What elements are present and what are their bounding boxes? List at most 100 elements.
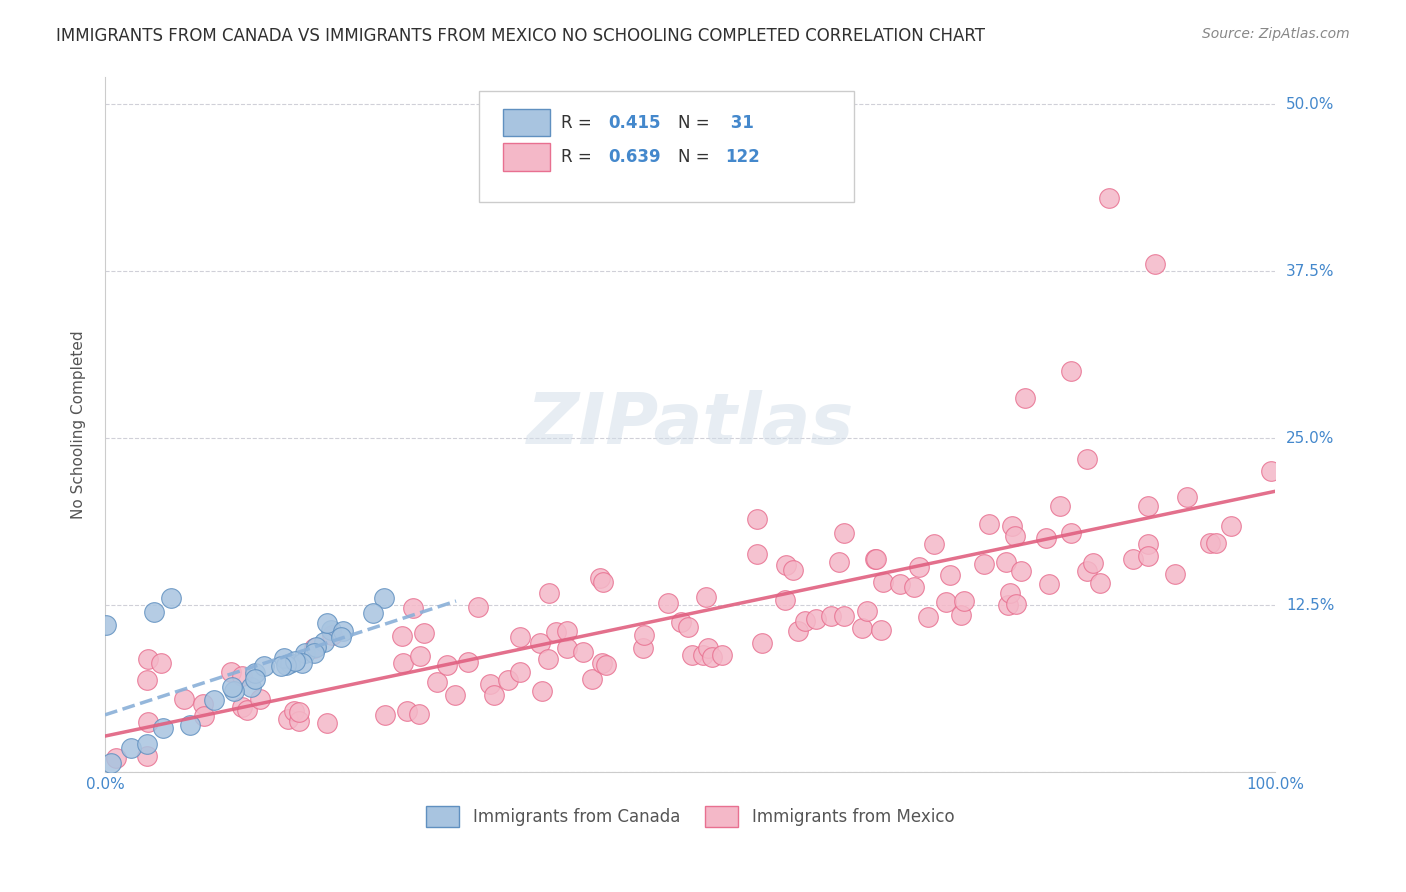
Point <box>136 748 159 763</box>
Point <box>408 707 430 722</box>
Point <box>581 672 603 686</box>
Text: 37.5%: 37.5% <box>1286 264 1334 278</box>
Point <box>143 605 166 619</box>
FancyBboxPatch shape <box>503 109 550 136</box>
Point <box>202 692 225 706</box>
Point <box>120 741 142 756</box>
Point <box>633 628 655 642</box>
Point <box>402 601 425 615</box>
Point <box>1144 257 1167 271</box>
Point <box>681 648 703 663</box>
Point <box>332 624 354 639</box>
Point <box>1038 576 1060 591</box>
Point <box>457 655 479 669</box>
Point <box>294 646 316 660</box>
Point <box>302 646 325 660</box>
Point <box>316 615 339 630</box>
Point <box>1076 451 1098 466</box>
Text: R =: R = <box>561 113 598 132</box>
Point <box>820 609 842 624</box>
Point <box>231 669 253 683</box>
Point <box>863 551 886 566</box>
Point <box>374 708 396 723</box>
Point <box>150 656 173 670</box>
Point <box>236 703 259 717</box>
Point <box>231 700 253 714</box>
Point <box>1083 556 1105 570</box>
Text: 50.0%: 50.0% <box>1286 96 1334 112</box>
Point <box>291 656 314 670</box>
Point <box>316 716 339 731</box>
Point <box>1136 537 1159 551</box>
Text: N =: N = <box>678 148 716 166</box>
Point <box>531 684 554 698</box>
Point <box>1122 552 1144 566</box>
Point <box>193 709 215 723</box>
Point <box>537 652 560 666</box>
Point <box>363 607 385 621</box>
Point <box>832 609 855 624</box>
Point <box>555 624 578 639</box>
Point <box>1175 490 1198 504</box>
Text: N =: N = <box>678 113 716 132</box>
Point <box>995 555 1018 569</box>
Point <box>592 574 614 589</box>
Point <box>1199 536 1222 550</box>
Point <box>787 624 810 639</box>
Point <box>700 650 723 665</box>
Point <box>1205 536 1227 550</box>
Point <box>865 551 887 566</box>
Point <box>173 692 195 706</box>
Point <box>135 673 157 688</box>
Text: 122: 122 <box>725 148 759 166</box>
Point <box>973 558 995 572</box>
Point <box>711 648 734 662</box>
Point <box>249 692 271 706</box>
Point <box>669 615 692 629</box>
Point <box>1060 364 1083 378</box>
Point <box>288 705 311 719</box>
FancyBboxPatch shape <box>503 144 550 171</box>
Point <box>1260 464 1282 478</box>
Point <box>392 656 415 670</box>
Text: 0.415: 0.415 <box>609 113 661 132</box>
Point <box>270 659 292 673</box>
Point <box>922 537 945 551</box>
Point <box>482 689 505 703</box>
Point <box>391 629 413 643</box>
Point <box>321 628 343 642</box>
Point <box>305 640 328 654</box>
Point <box>138 652 160 666</box>
Point <box>903 580 925 594</box>
Point <box>193 697 215 711</box>
Point <box>832 525 855 540</box>
Point <box>977 517 1000 532</box>
Point <box>1097 191 1119 205</box>
Point <box>997 599 1019 613</box>
Point <box>631 641 654 656</box>
Point <box>509 665 531 680</box>
Point <box>538 586 561 600</box>
Point <box>105 751 128 765</box>
Point <box>869 623 891 637</box>
Point <box>444 688 467 702</box>
Point <box>1010 564 1032 578</box>
Text: ZIPatlas: ZIPatlas <box>526 390 853 459</box>
Point <box>498 673 520 687</box>
Point <box>1049 500 1071 514</box>
Point <box>939 567 962 582</box>
Point <box>329 631 352 645</box>
Y-axis label: No Schooling Completed: No Schooling Completed <box>72 330 86 519</box>
Point <box>935 595 957 609</box>
Point <box>159 591 181 606</box>
Point <box>1060 526 1083 541</box>
Point <box>1005 597 1028 611</box>
Point <box>94 618 117 632</box>
Point <box>1014 391 1036 405</box>
Point <box>529 636 551 650</box>
Point <box>1076 564 1098 578</box>
Point <box>889 577 911 591</box>
Point <box>277 712 299 726</box>
Point <box>136 715 159 730</box>
Point <box>692 648 714 662</box>
